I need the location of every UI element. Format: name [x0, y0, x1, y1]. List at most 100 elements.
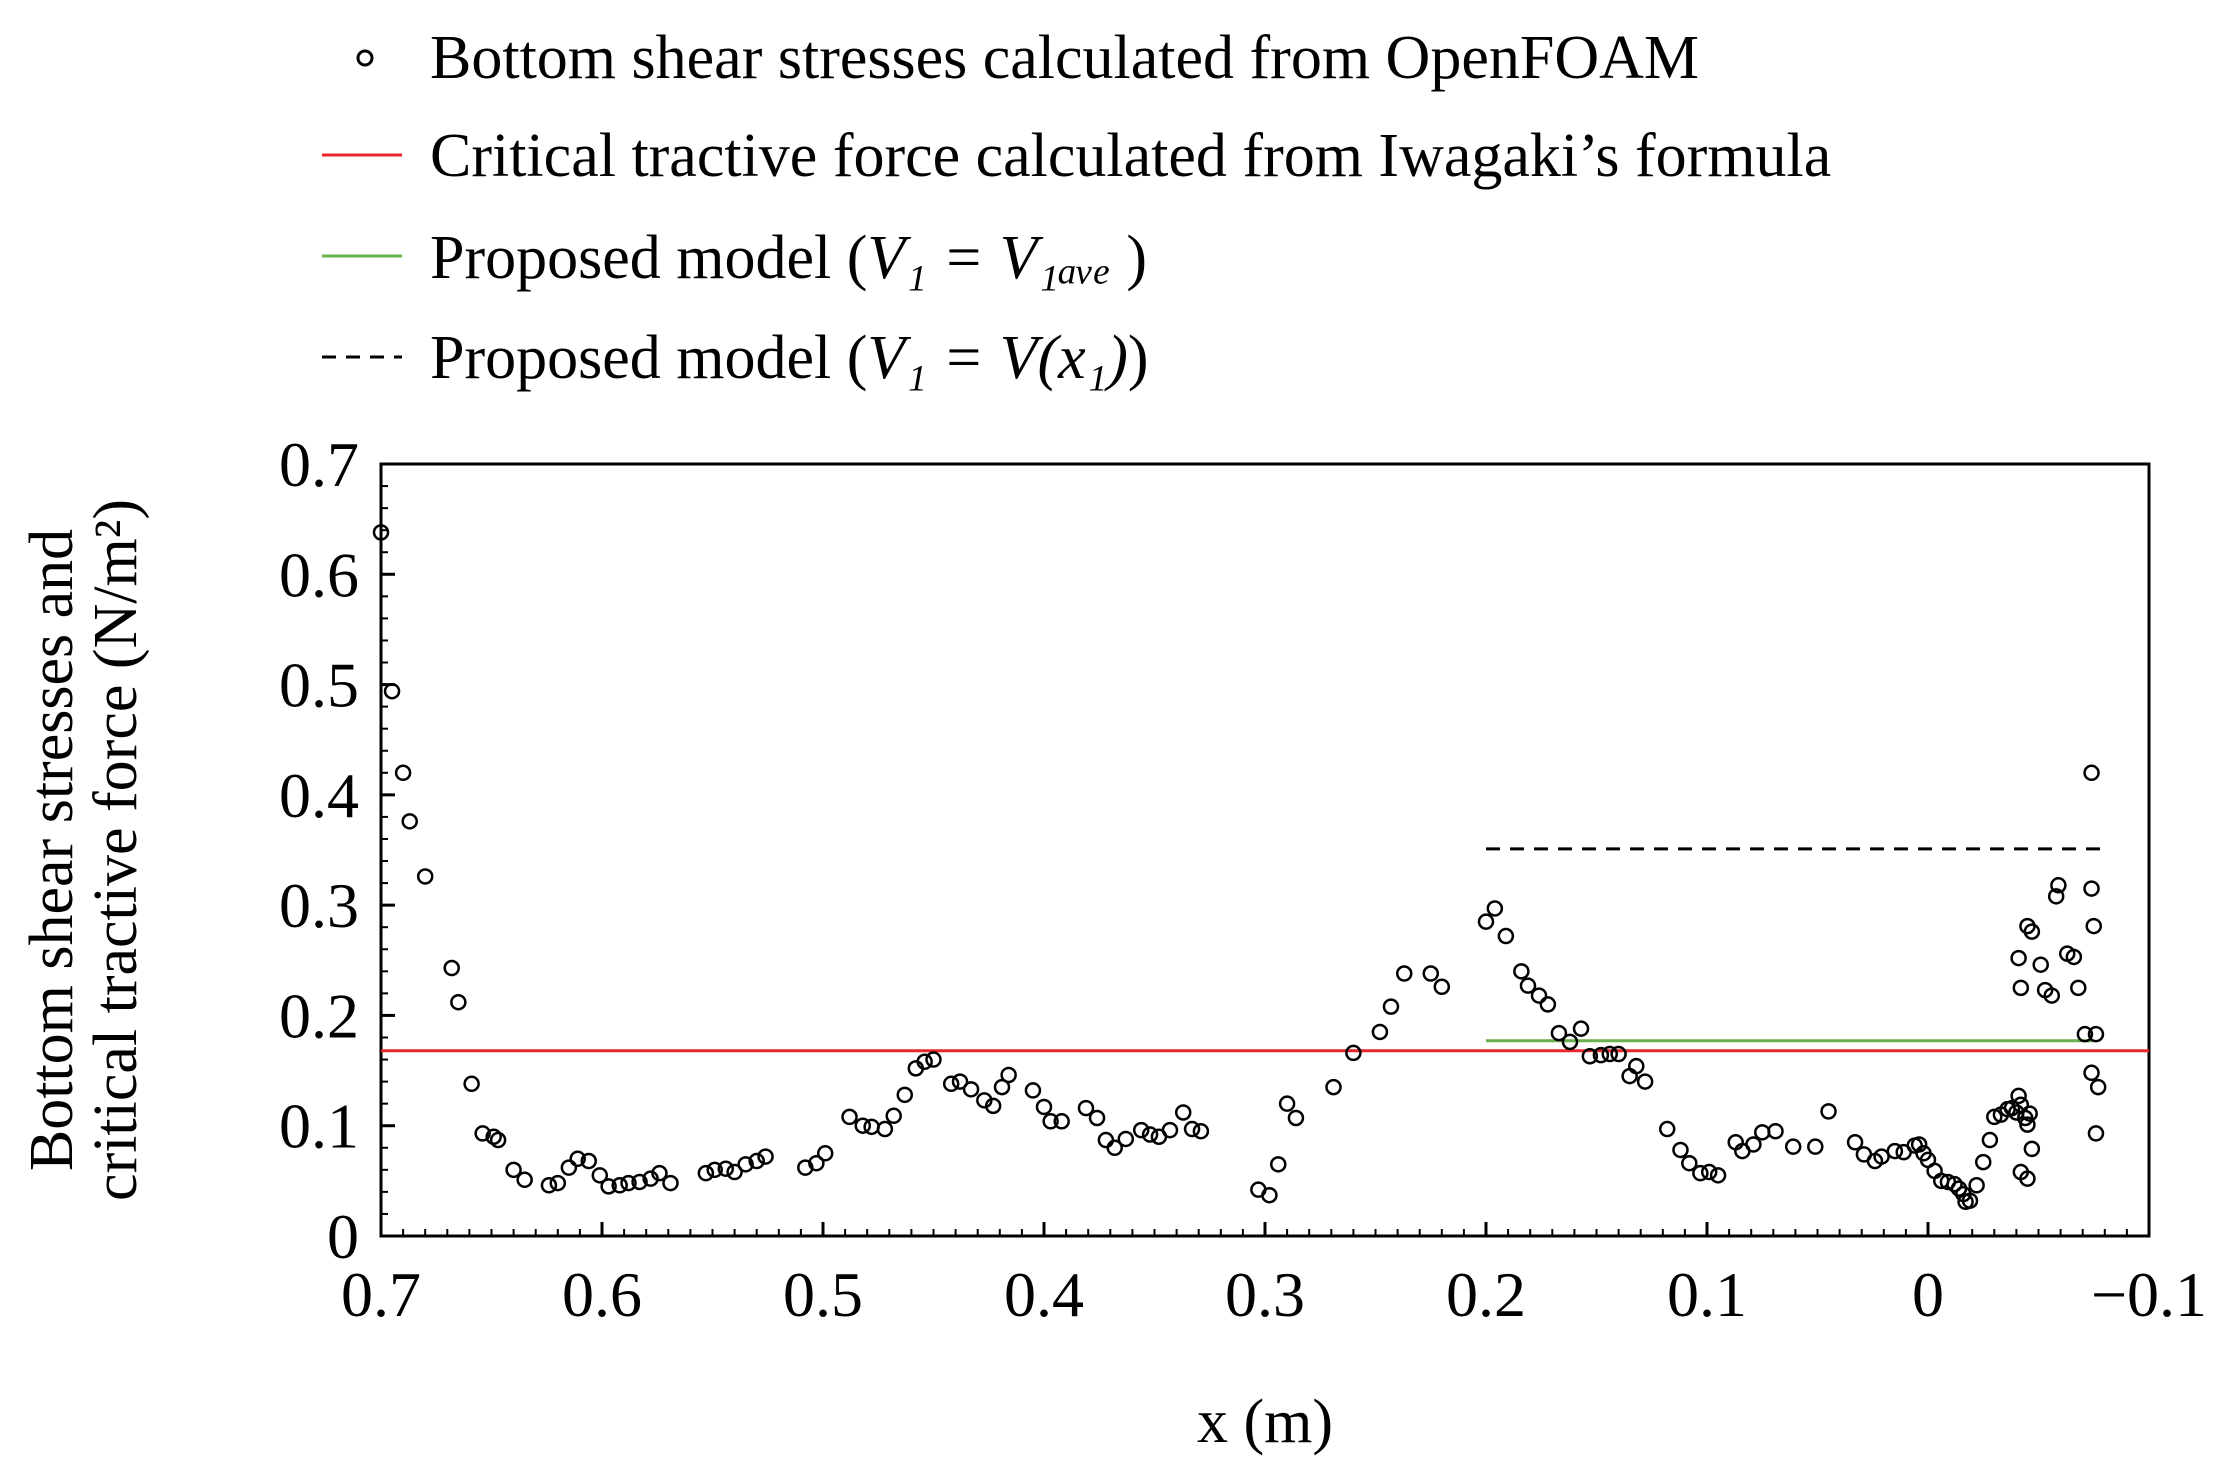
- data-point: [489, 1131, 507, 1149]
- data-point: [1628, 1057, 1645, 1075]
- data-point: [2065, 948, 2083, 966]
- y-axis-label-line2: critical tractive force (N/m²): [82, 499, 150, 1201]
- data-point: [1636, 1073, 1654, 1090]
- data-point: [2023, 1140, 2041, 1158]
- data-point: [372, 524, 390, 541]
- data-point: [1658, 1120, 1676, 1138]
- x-tick-label: 0.1: [1667, 1259, 1747, 1330]
- legend-item-iwagaki: Critical tractive force calculated from …: [322, 122, 1831, 190]
- data-point: [1132, 1121, 1150, 1139]
- data-point: [854, 1117, 872, 1134]
- data-point: [717, 1160, 735, 1177]
- data-point: [580, 1152, 597, 1170]
- data-point: [896, 1086, 914, 1104]
- data-point: [2043, 987, 2061, 1004]
- data-point: [1278, 1095, 1296, 1112]
- data-point: [1846, 1134, 1864, 1151]
- data-point: [1035, 1098, 1053, 1116]
- data-point: [1692, 1164, 1709, 1182]
- y-tick-label: 0.1: [279, 1091, 359, 1162]
- data-point: [1433, 978, 1451, 996]
- data-point: [1592, 1046, 1610, 1064]
- legend-label-iwagaki: Critical tractive force calculated from …: [430, 122, 1831, 190]
- data-point: [631, 1173, 648, 1191]
- data-point: [925, 1051, 942, 1068]
- data-point: [1325, 1078, 1342, 1096]
- legend-label-vx1: Proposed model (V₁ = V(x₁)): [430, 324, 1149, 392]
- data-point: [560, 1159, 578, 1176]
- data-point: [620, 1174, 637, 1192]
- legend-label-scatter: Bottom shear stresses calculated from Op…: [430, 24, 1699, 92]
- data-point: [1968, 1177, 1985, 1194]
- legend-label-v1ave-prefix: Proposed model (: [430, 224, 867, 292]
- data-point: [1550, 1024, 1568, 1042]
- data-point: [1621, 1067, 1638, 1085]
- data-point: [1477, 913, 1495, 930]
- data-point: [916, 1053, 933, 1070]
- data-point: [951, 1073, 969, 1090]
- data-point: [1088, 1109, 1106, 1127]
- x-tick-label: 0.2: [1446, 1259, 1526, 1330]
- y-tick-label: 0.3: [279, 870, 359, 941]
- data-point: [1601, 1045, 1619, 1063]
- x-axis-label-text: x (m): [1197, 1388, 1333, 1456]
- data-point: [1117, 1130, 1135, 1148]
- data-point: [450, 993, 467, 1011]
- data-point: [1024, 1082, 1042, 1099]
- data-point: [662, 1174, 679, 1192]
- data-point: [2019, 1170, 2036, 1187]
- data-point: [1486, 900, 1504, 917]
- data-point: [1287, 1109, 1305, 1127]
- data-point: [1161, 1121, 1179, 1139]
- legend-item-vx1: Proposed model (V₁ = V(x₁)): [322, 324, 1149, 392]
- scatter-points: [372, 524, 2107, 1211]
- data-point: [984, 1097, 1002, 1115]
- y-tick-label: 0.4: [279, 760, 359, 831]
- data-point: [463, 1075, 480, 1093]
- x-tick-label: −0.1: [2091, 1259, 2207, 1330]
- x-tick-label: 0.7: [341, 1259, 421, 1330]
- data-point: [540, 1177, 558, 1194]
- data-point: [443, 959, 460, 977]
- data-point: [1886, 1142, 1904, 1160]
- data-point: [726, 1163, 743, 1181]
- model-lines: [381, 847, 2149, 1053]
- data-point: [962, 1081, 980, 1098]
- data-point: [1261, 1186, 1278, 1204]
- y-tick-label: 0.2: [279, 980, 359, 1051]
- data-point: [1754, 1124, 1771, 1141]
- data-point: [1097, 1131, 1115, 1149]
- data-point: [1422, 965, 1439, 982]
- data-point: [1539, 996, 1557, 1013]
- legend-item-v1ave: Proposed model (V₁ = V₁ₐᵥₑ ): [322, 224, 1147, 292]
- data-point: [942, 1075, 960, 1093]
- data-point: [549, 1174, 567, 1192]
- data-point: [1672, 1141, 1689, 1159]
- data-point: [2019, 1116, 2036, 1133]
- legend-label-v1ave-suffix: ): [1111, 224, 1147, 292]
- data-point: [600, 1178, 617, 1195]
- data-point: [1981, 1131, 1999, 1149]
- data-point: [1270, 1156, 1287, 1173]
- data-point: [2083, 1064, 2100, 1082]
- data-point: [383, 682, 401, 700]
- data-point: [2070, 979, 2087, 997]
- data-point: [841, 1108, 858, 1126]
- data-point: [2023, 923, 2041, 940]
- legend-item-scatter: Bottom shear stresses calculated from Op…: [356, 24, 1699, 92]
- data-point: [816, 1145, 834, 1162]
- data-point: [1681, 1154, 1698, 1172]
- legend: Bottom shear stresses calculated from Op…: [322, 24, 1831, 392]
- data-point: [1345, 1044, 1362, 1062]
- legend-label-v1ave-math: V₁ = V₁ₐᵥₑ: [867, 224, 1110, 292]
- data-point: [1561, 1033, 1579, 1051]
- data-point: [697, 1164, 715, 1182]
- data-point: [706, 1161, 723, 1179]
- data-point: [2012, 979, 2030, 997]
- data-point: [1513, 963, 1530, 980]
- data-point: [569, 1150, 586, 1168]
- data-point: [737, 1156, 754, 1173]
- x-tick-label: 0.3: [1225, 1259, 1305, 1330]
- data-point: [876, 1120, 894, 1138]
